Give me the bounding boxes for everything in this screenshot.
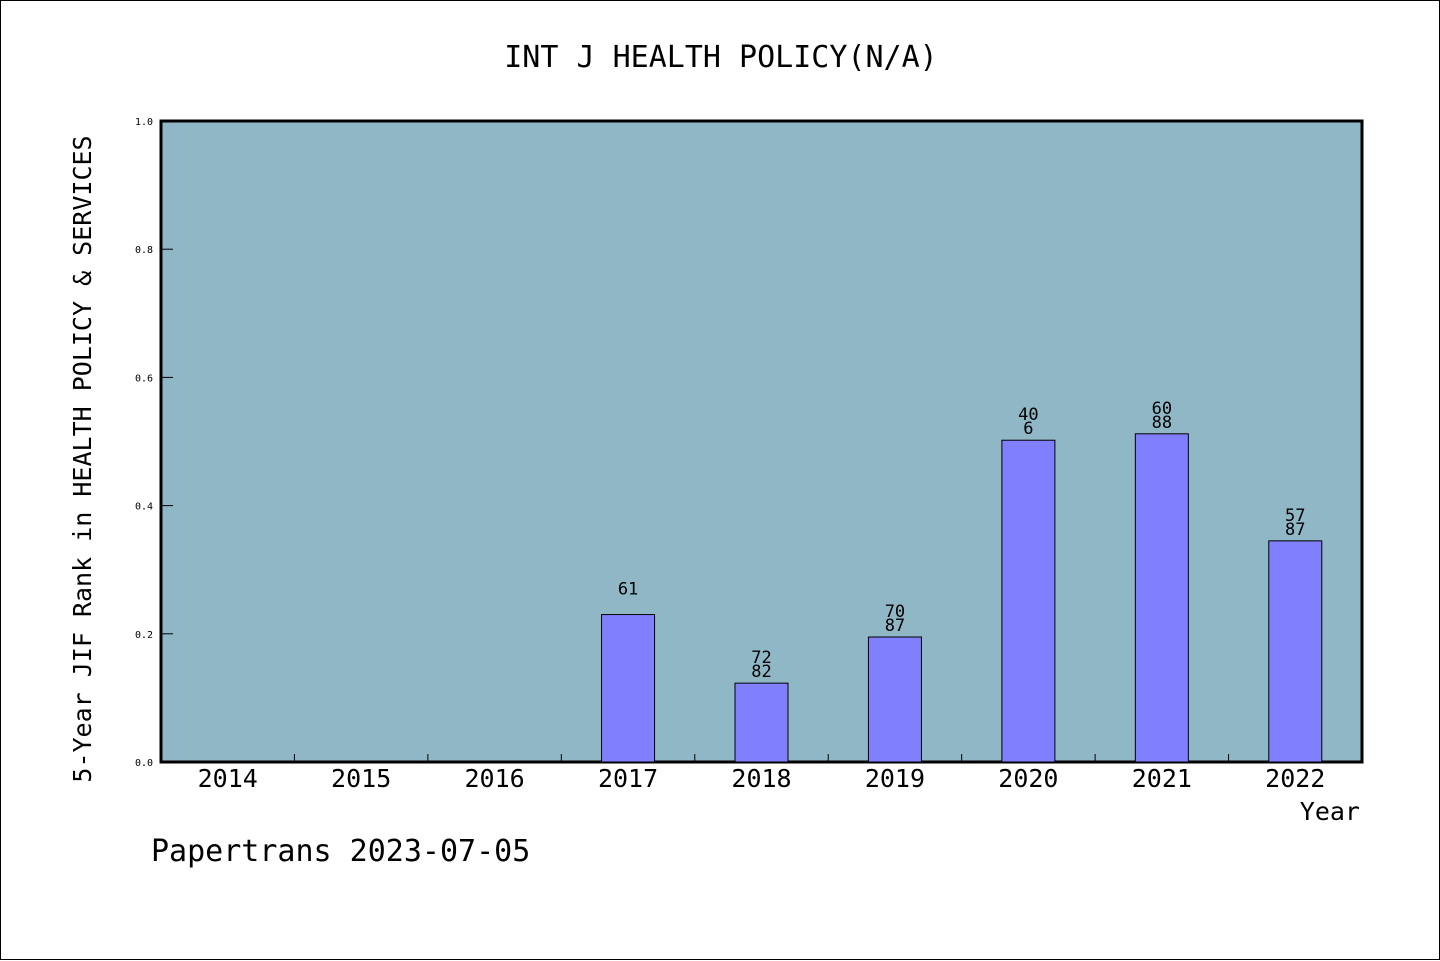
y-tick-label: 1.0 (135, 117, 153, 128)
x-tick-label: 2016 (465, 764, 525, 793)
bar-data-label: 82 (751, 662, 771, 682)
y-axis-label: 5-Year JIF Rank in HEALTH POLICY & SERVI… (68, 135, 97, 782)
bar (1001, 439, 1056, 763)
x-axis-label: Year (1300, 797, 1360, 826)
x-tick-label: 2021 (1132, 764, 1192, 793)
bar-data-label: 72 (751, 648, 771, 668)
x-tick-label: 2018 (731, 764, 791, 793)
bar-data-label: 60 (1152, 399, 1172, 419)
x-tick-label: 2014 (198, 764, 258, 793)
y-tick-label: 0.0 (135, 758, 153, 769)
footer-stamp: Papertrans 2023-07-05 (151, 834, 531, 869)
bar-data-label: 6 (1023, 419, 1033, 439)
bar-data-label: 70 (885, 602, 905, 622)
bar (867, 636, 922, 763)
y-tick-label: 0.2 (135, 630, 153, 641)
chart-title: INT J HEALTH POLICY(N/A) (504, 40, 937, 75)
x-tick-label: 2017 (598, 764, 658, 793)
bar-data-label: 40 (1018, 405, 1038, 425)
bar (601, 614, 656, 763)
bar-data-label: 87 (1285, 520, 1305, 540)
x-axis: 2014 2015 2016 2017 2018 2019 2020 2021 2022 (198, 754, 1325, 793)
bar (1268, 540, 1323, 763)
bar-data-label: 88 (1152, 413, 1172, 433)
x-tick-label: 2019 (865, 764, 925, 793)
x-tick-label: 2020 (998, 764, 1058, 793)
bar-data-label: 87 (885, 616, 905, 636)
y-axis: 0.0 0.2 0.4 0.6 0.8 1.0 (135, 117, 173, 769)
y-tick-label: 0.4 (135, 502, 153, 513)
y-tick-label: 0.8 (135, 245, 153, 256)
x-tick-label: 2022 (1265, 764, 1325, 793)
bar (1134, 433, 1189, 763)
bar-data-label: 57 (1285, 506, 1305, 526)
bar-data-label: 61 (618, 580, 638, 600)
x-tick-label: 2015 (331, 764, 391, 793)
bar (734, 682, 789, 763)
y-tick-label: 0.6 (135, 373, 153, 384)
